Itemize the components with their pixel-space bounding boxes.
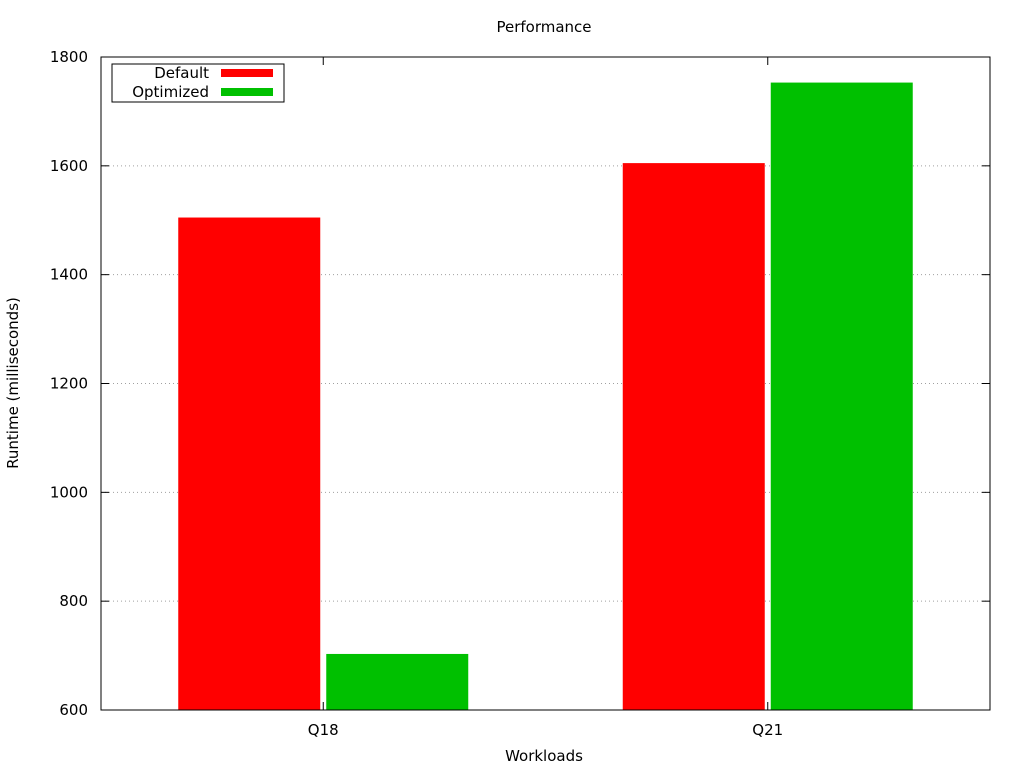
bar-optimized-q21 <box>770 82 913 711</box>
y-tick-label: 1200 <box>50 375 88 393</box>
y-tick-label: 800 <box>59 592 88 610</box>
x-tick-label: Q18 <box>308 721 339 739</box>
bar-series <box>178 82 913 711</box>
legend-swatch-default <box>221 69 273 77</box>
axis-ticks: 600 800 1000 1200 1400 1600 1800 Q18 Q21 <box>50 48 990 739</box>
y-tick-label: 600 <box>59 701 88 719</box>
y-tick-label: 1000 <box>50 483 88 501</box>
legend-label-default: Default <box>154 64 209 82</box>
legend-swatch-optimized <box>221 88 273 96</box>
y-tick-label: 1400 <box>50 266 88 284</box>
x-tick-label: Q21 <box>752 721 783 739</box>
x-axis-label: Workloads <box>505 747 583 765</box>
legend-label-optimized: Optimized <box>132 83 209 101</box>
y-axis-label: Runtime (milliseconds) <box>4 297 22 469</box>
chart-title: Performance <box>496 18 591 36</box>
bar-default-q21 <box>622 163 765 711</box>
legend: Default Optimized <box>111 63 285 103</box>
bar-default-q18 <box>178 217 321 710</box>
y-tick-label: 1800 <box>50 48 88 66</box>
bar-optimized-q18 <box>326 653 469 710</box>
y-tick-label: 1600 <box>50 157 88 175</box>
